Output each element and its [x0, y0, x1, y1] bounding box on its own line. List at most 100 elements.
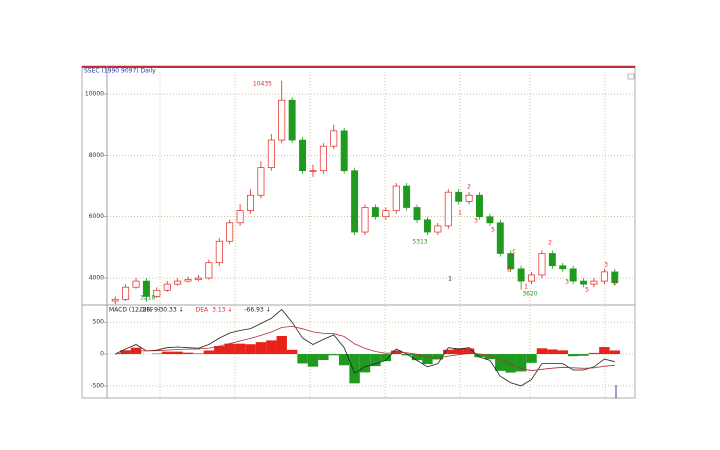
macd-bar — [182, 352, 194, 355]
macd-bar — [203, 350, 215, 355]
annotation: 3218 — [140, 295, 155, 302]
readout-name: DIFF — [140, 307, 154, 314]
candle-body — [465, 194, 473, 202]
annotation: 5313 — [412, 239, 427, 246]
macd-bar — [276, 336, 287, 355]
annotation: 1 — [448, 276, 452, 283]
readout-value: -66.93 ↓ — [244, 307, 270, 314]
candle-body — [361, 207, 369, 233]
macd-bar — [307, 354, 319, 367]
candle-body — [184, 279, 192, 282]
annotation: 3 — [474, 218, 478, 225]
macd-bar — [609, 350, 620, 355]
candle-body — [226, 222, 234, 242]
macd-bar — [266, 340, 277, 355]
candle-body — [194, 277, 202, 280]
macd-bar — [151, 353, 163, 355]
candle-body — [590, 280, 598, 285]
y-tick-label: 500 — [93, 319, 105, 326]
candle-body — [403, 185, 411, 208]
macd-bar — [557, 350, 568, 355]
annotation: 10435 — [253, 81, 272, 88]
readout-name: DEA — [196, 307, 209, 314]
readout-value: -30.33 ↓ — [157, 307, 183, 314]
macd-bar — [193, 353, 204, 355]
y-tick-label: 8000 — [89, 152, 104, 159]
y-tick-label: -500 — [90, 382, 104, 389]
macd-bar — [599, 347, 610, 355]
macd-bar — [578, 354, 589, 356]
candle-body — [142, 280, 150, 297]
chart-title: SSEC (1990 9097) Daily — [84, 68, 156, 75]
candle-body — [299, 139, 307, 172]
annotation: b — [507, 267, 511, 274]
macd-bar — [411, 354, 423, 361]
macd-bar — [495, 354, 506, 371]
candle-body — [476, 194, 483, 218]
candle-body — [288, 99, 296, 141]
macd-bar — [401, 354, 412, 356]
macd-bar — [474, 354, 485, 358]
macd-bar — [172, 351, 183, 355]
annotation: b — [613, 280, 617, 287]
annotation: 1 — [524, 284, 528, 291]
candle-body — [340, 130, 348, 172]
candle-body — [528, 274, 536, 282]
annotation: 3620 — [522, 291, 537, 298]
candle-body — [611, 271, 619, 283]
y-tick-label: 4000 — [89, 275, 104, 282]
candle-body — [569, 268, 577, 282]
macd-bar — [380, 354, 392, 362]
macd-bar — [318, 354, 329, 361]
macd-bar — [526, 354, 537, 363]
candle-body — [517, 268, 525, 282]
candle-body — [132, 280, 140, 288]
macd-bar — [422, 354, 433, 365]
candle-body — [600, 271, 608, 282]
candle-body — [153, 289, 161, 297]
y-tick-label: 10000 — [85, 91, 104, 98]
macd-line — [115, 325, 615, 372]
macd-bar — [338, 354, 350, 366]
macd-bar — [536, 348, 548, 355]
candle-body — [486, 216, 494, 224]
candle-body — [455, 191, 463, 202]
macd-bar — [162, 351, 173, 355]
candle-body — [580, 280, 588, 285]
candle-body — [548, 253, 556, 267]
y-tick-label: 0 — [100, 351, 104, 358]
annotation: 2 — [467, 184, 471, 191]
candle-body — [496, 222, 504, 254]
macd-bar — [120, 350, 131, 355]
annotation: 3 — [565, 279, 569, 286]
candle-body — [382, 210, 390, 218]
macd-bar — [432, 354, 444, 360]
macd-bar — [567, 354, 579, 357]
candle-body — [215, 240, 223, 264]
macd-bar — [515, 354, 527, 372]
candle-body — [413, 207, 421, 221]
candle-body — [122, 286, 130, 300]
macd-bar — [370, 354, 381, 367]
candle-body — [423, 219, 431, 233]
candle-body — [392, 185, 400, 211]
frame — [81, 65, 636, 399]
annotation: 3 — [604, 262, 608, 269]
macd-bar — [328, 354, 339, 356]
annotation: 5 — [585, 287, 589, 294]
panel-button[interactable] — [627, 73, 635, 80]
macd-bar — [234, 343, 246, 355]
candle-body — [559, 265, 567, 270]
candle-body — [434, 225, 442, 233]
candle-body — [444, 191, 452, 227]
macd-bar — [463, 348, 475, 355]
candle-body — [371, 207, 379, 218]
candle-body — [174, 280, 182, 285]
candle-body — [507, 253, 515, 270]
macd-bar — [214, 346, 225, 355]
macd-bar — [453, 348, 464, 355]
readout-value: 3.13 ↓ — [212, 307, 232, 314]
macd-bar — [505, 354, 516, 373]
candle-body — [257, 167, 265, 196]
